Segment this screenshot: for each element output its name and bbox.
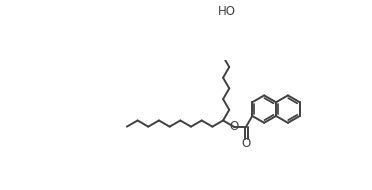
Text: O: O [229, 120, 238, 133]
Text: O: O [241, 137, 251, 150]
Text: HO: HO [218, 5, 236, 18]
